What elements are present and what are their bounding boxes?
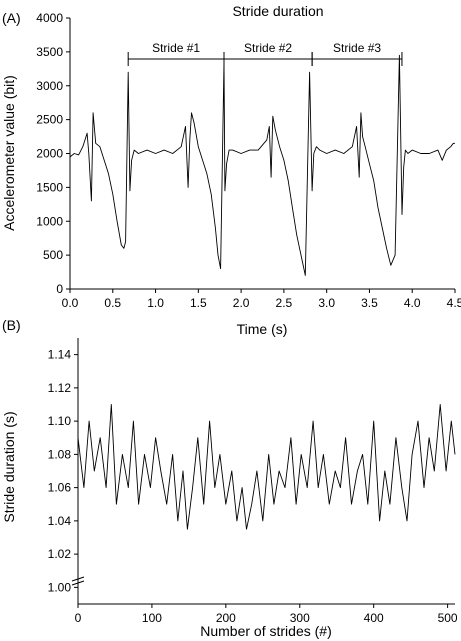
chart-a-xtick-label: 0.5 (104, 296, 121, 310)
chart-a-ytick-label: 2500 (36, 113, 63, 127)
chart-a-xtick-label: 1.5 (190, 296, 207, 310)
chart-b-xtick-label: 300 (290, 611, 310, 625)
chart-a-ytick-label: 3500 (36, 45, 63, 59)
chart-b-ytick-label: 1.12 (48, 381, 72, 395)
stride-label: Stride #3 (333, 41, 381, 55)
chart-a-xtick-label: 4.5 (447, 296, 461, 310)
chart-b-xtick-label: 200 (216, 611, 236, 625)
panel-label-a: (A) (2, 10, 21, 26)
chart-a-xtick-label: 1.0 (147, 296, 164, 310)
chart-a-ytick-label: 2000 (36, 147, 63, 161)
chart-a-xlabel: Time (s) (237, 321, 288, 337)
chart-b-ytick-label: 1.02 (48, 547, 72, 561)
chart-b-ytick-label: 1.06 (48, 481, 72, 495)
chart-b-ytick-label: 1.00 (48, 580, 72, 594)
chart-b-xtick-label: 400 (364, 611, 384, 625)
chart-a-ylabel: Accelerometer value (bit) (1, 75, 17, 231)
chart-a-ytick-label: 0 (56, 282, 63, 296)
axis-break-icon (71, 576, 85, 586)
stride-label: Stride #1 (152, 41, 200, 55)
chart-b: 1.00 1.02 1.04 1.06 1.08 1.10 1.12 1.14 0 100 200… (48, 338, 458, 625)
chart-a-xtick-label: 2.5 (276, 296, 293, 310)
chart-b-ytick-label: 1.08 (48, 447, 72, 461)
chart-b-ytick-label: 1.14 (48, 348, 72, 362)
chart-a-series-line (69, 54, 455, 276)
chart-a-xtick-label: 0.0 (62, 296, 79, 310)
chart-a-title: Stride duration (232, 3, 323, 19)
chart-a-ytick-label: 1000 (36, 214, 63, 228)
chart-a-ytick-label: 1500 (36, 180, 63, 194)
chart-b-xtick-label: 500 (438, 611, 458, 625)
chart-a-xtick-label: 3.0 (318, 296, 335, 310)
chart-a-ytick-label: 500 (43, 248, 63, 262)
chart-b-xtick-label: 100 (142, 611, 162, 625)
chart-b-xtick-label: 0 (75, 611, 82, 625)
chart-a-xtick-label: 2.0 (233, 296, 250, 310)
panel-label-b: (B) (2, 317, 21, 333)
chart-a-ytick-label: 3000 (36, 79, 63, 93)
chart-b-ylabel: Stride duration (s) (1, 411, 17, 522)
chart-b-ytick-label: 1.10 (48, 414, 72, 428)
chart-b-series-line (77, 404, 456, 530)
chart-a-xtick-label: 3.5 (361, 296, 378, 310)
chart-b-xlabel: Number of strides (#) (200, 623, 331, 639)
chart-b-ytick-label: 1.04 (48, 514, 72, 528)
stride-label: Stride #2 (244, 41, 292, 55)
chart-a: 0 500 1000 1500 2000 2500 3000 3500 4000 0.0 0.5 1… (36, 11, 461, 310)
chart-a-xtick-label: 4.0 (404, 296, 421, 310)
chart-a-ytick-label: 4000 (36, 11, 63, 25)
